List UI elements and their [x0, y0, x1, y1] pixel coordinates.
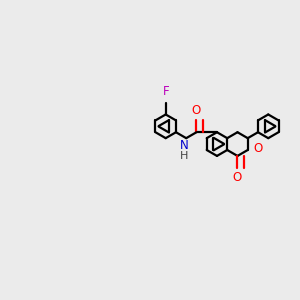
- Text: H: H: [180, 151, 188, 161]
- Text: O: O: [254, 142, 263, 155]
- Text: O: O: [233, 171, 242, 184]
- Text: O: O: [192, 104, 201, 117]
- Text: N: N: [179, 139, 188, 152]
- Text: F: F: [162, 85, 169, 98]
